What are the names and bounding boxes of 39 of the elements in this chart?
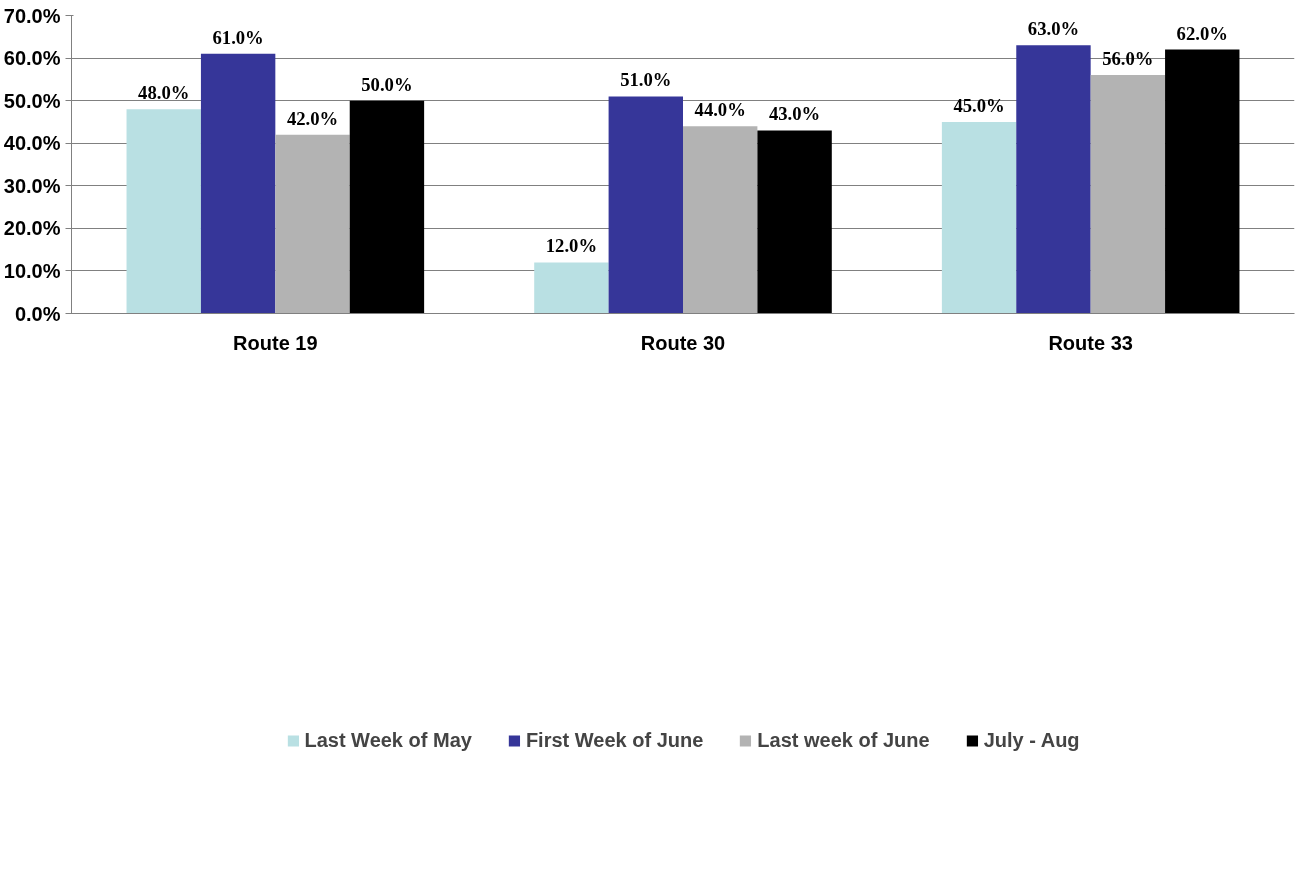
data-label: 44.0% xyxy=(694,99,746,121)
data-label: 62.0% xyxy=(1176,22,1228,44)
data-label: 45.0% xyxy=(953,94,1005,116)
y-tick-label: 10.0% xyxy=(3,259,61,282)
legend-label: Last week of June xyxy=(757,728,930,752)
data-label: 56.0% xyxy=(1102,48,1154,70)
y-tick-label: 40.0% xyxy=(3,132,61,155)
bar xyxy=(534,262,609,314)
y-tick-label: 60.0% xyxy=(3,47,61,70)
y-tick-label: 50.0% xyxy=(3,89,61,112)
bar xyxy=(1016,45,1091,314)
legend-label: July - Aug xyxy=(983,728,1080,752)
data-label: 63.0% xyxy=(1027,18,1080,40)
bar xyxy=(349,100,425,314)
y-tick-label: 0.0% xyxy=(14,302,61,325)
legend-label: Last Week of May xyxy=(304,728,472,752)
bar xyxy=(941,121,1017,314)
bar xyxy=(126,109,201,314)
data-label: 42.0% xyxy=(286,107,339,129)
bar xyxy=(275,134,350,314)
bar xyxy=(1165,49,1240,314)
bar xyxy=(200,53,276,314)
y-tick-label: 30.0% xyxy=(3,174,61,197)
data-label: 12.0% xyxy=(545,235,598,257)
bar xyxy=(608,96,683,314)
data-label: 48.0% xyxy=(138,82,190,104)
data-label: 43.0% xyxy=(768,103,821,125)
x-tick-label: Route 30 xyxy=(640,331,726,354)
y-tick-label: 70.0% xyxy=(3,4,61,27)
x-tick-label: Route 19 xyxy=(233,331,318,354)
x-tick-label: Route 33 xyxy=(1048,331,1133,354)
data-label: 50.0% xyxy=(361,73,413,95)
y-tick-label: 20.0% xyxy=(3,217,61,240)
legend-label: First Week of June xyxy=(525,728,704,752)
bar xyxy=(757,130,832,314)
bar xyxy=(1090,75,1166,314)
bar xyxy=(683,126,758,314)
data-label: 51.0% xyxy=(620,69,672,91)
data-label: 61.0% xyxy=(212,26,264,48)
